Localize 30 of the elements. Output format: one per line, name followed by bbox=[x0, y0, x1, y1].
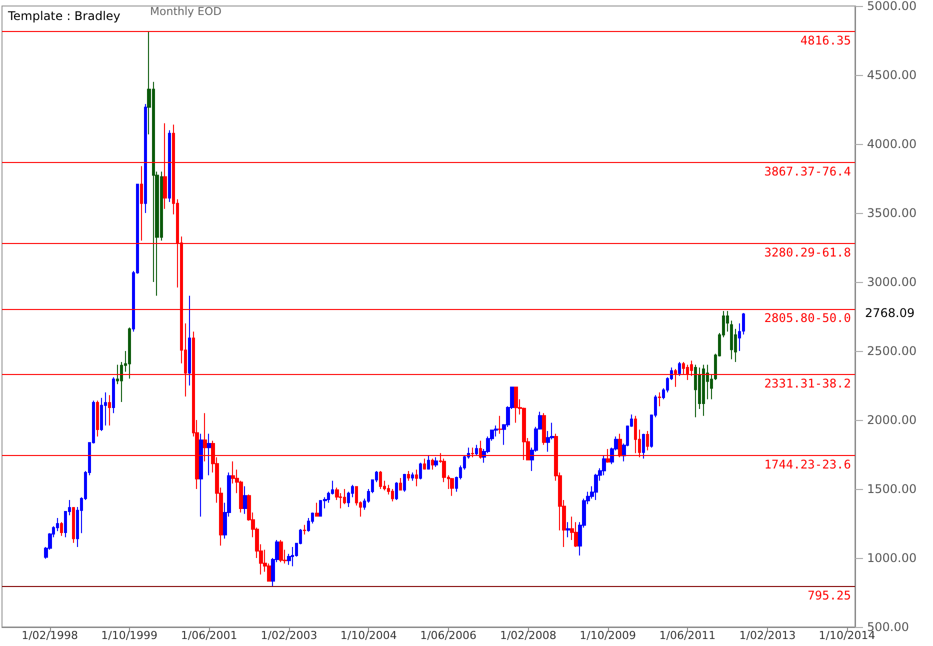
y-tick-label: 4500.00 bbox=[867, 68, 917, 82]
x-tick-label: 1/10/2009 bbox=[580, 629, 636, 642]
y-tick-label: 3000.00 bbox=[867, 275, 917, 289]
ref-line-label: 2805.80-50.0 bbox=[764, 310, 851, 325]
y-tick-label: 1000.00 bbox=[867, 551, 917, 565]
y-tick-label: 2500.00 bbox=[867, 344, 917, 358]
x-tick-label: 1/02/2003 bbox=[260, 629, 318, 642]
ref-line-label: 3867.37-76.4 bbox=[764, 164, 851, 178]
ref-line-label: 4816.35 bbox=[800, 33, 851, 48]
y-tick-label: 1500.00 bbox=[867, 482, 917, 496]
y-tick-label: 5000.00 bbox=[867, 0, 917, 13]
annotation: Template : Bradley bbox=[7, 9, 120, 23]
chart-title: Monthly EOD bbox=[150, 5, 222, 18]
x-tick-label: 1/10/2004 bbox=[340, 629, 397, 642]
text: 2768.09 bbox=[865, 306, 915, 320]
y-tick-label: 2000.00 bbox=[867, 413, 917, 427]
x-tick-label: 1/06/2001 bbox=[180, 629, 238, 642]
x-tick-label: 1/02/1998 bbox=[22, 629, 78, 642]
x-tick-label: 1/10/2014 bbox=[818, 629, 876, 642]
x-tick-label: 1/02/2013 bbox=[739, 629, 796, 642]
ref-line-label: 795.25 bbox=[808, 588, 851, 602]
x-tick-label: 1/02/2008 bbox=[500, 629, 556, 642]
ref-line-label: 1744.23-23.6 bbox=[764, 457, 851, 472]
ref-line-label: 2331.31-38.2 bbox=[764, 376, 851, 390]
x-tick-label: 1/10/1999 bbox=[101, 629, 158, 642]
x-tick-label: 1/06/2011 bbox=[659, 629, 716, 642]
ref-line-label: 3280.29-61.8 bbox=[764, 245, 851, 260]
x-tick-label: 1/06/2006 bbox=[420, 629, 476, 642]
y-tick-label: 3500.00 bbox=[867, 206, 917, 220]
y-tick-label: 4000.00 bbox=[867, 137, 917, 151]
